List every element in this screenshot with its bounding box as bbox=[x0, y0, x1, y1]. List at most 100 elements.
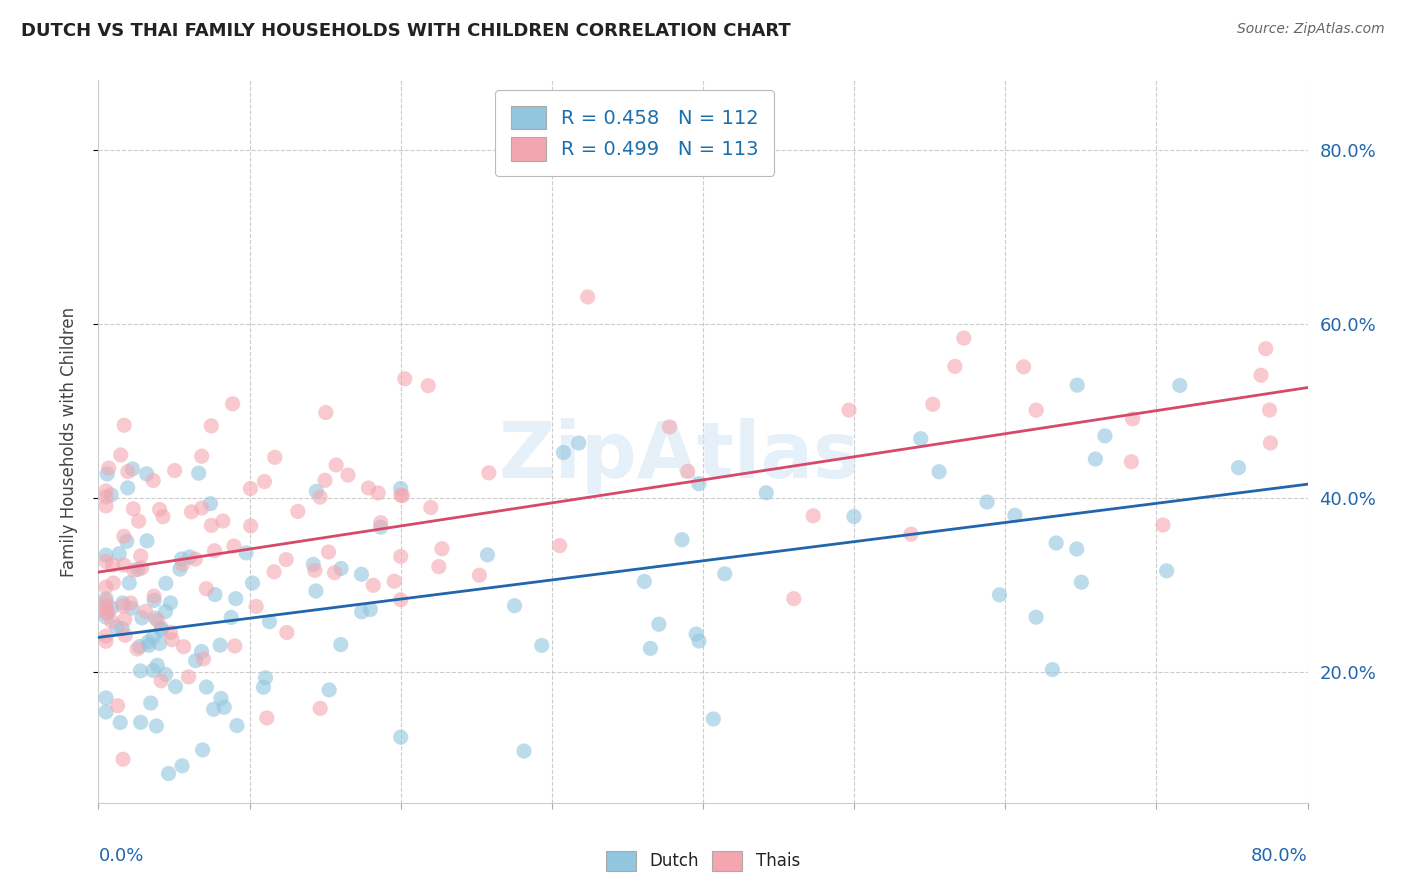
Point bbox=[94, 555, 117, 569]
Point bbox=[576, 290, 599, 304]
Point bbox=[309, 490, 332, 504]
Point bbox=[112, 752, 135, 766]
Point bbox=[94, 580, 117, 594]
Point bbox=[209, 638, 232, 652]
Point bbox=[468, 568, 491, 582]
Point bbox=[159, 596, 181, 610]
Point bbox=[122, 563, 145, 577]
Point bbox=[842, 509, 865, 524]
Point bbox=[165, 680, 187, 694]
Point bbox=[204, 543, 226, 558]
Point bbox=[1254, 342, 1277, 356]
Point bbox=[254, 671, 277, 685]
Point bbox=[1084, 452, 1107, 467]
Text: 0.0%: 0.0% bbox=[98, 847, 143, 865]
Point bbox=[676, 464, 699, 478]
Point bbox=[477, 548, 499, 562]
Point bbox=[108, 547, 131, 561]
Point bbox=[245, 599, 267, 614]
Point bbox=[783, 591, 806, 606]
Point bbox=[94, 548, 117, 562]
Point bbox=[179, 549, 201, 564]
Point bbox=[389, 488, 412, 502]
Point bbox=[1094, 429, 1116, 443]
Point bbox=[180, 505, 202, 519]
Point bbox=[94, 483, 117, 498]
Point bbox=[318, 545, 340, 559]
Legend: R = 0.458   N = 112, R = 0.499   N = 113: R = 0.458 N = 112, R = 0.499 N = 113 bbox=[495, 90, 775, 177]
Point bbox=[513, 744, 536, 758]
Point bbox=[1066, 541, 1088, 556]
Point bbox=[263, 565, 285, 579]
Point bbox=[160, 632, 183, 647]
Point bbox=[127, 562, 149, 576]
Point bbox=[235, 546, 257, 560]
Point bbox=[478, 466, 501, 480]
Legend: Dutch, Thais: Dutch, Thais bbox=[598, 842, 808, 880]
Text: DUTCH VS THAI FAMILY HOUSEHOLDS WITH CHILDREN CORRELATION CHART: DUTCH VS THAI FAMILY HOUSEHOLDS WITH CHI… bbox=[21, 22, 790, 40]
Point bbox=[1045, 536, 1067, 550]
Point bbox=[671, 533, 693, 547]
Text: Source: ZipAtlas.com: Source: ZipAtlas.com bbox=[1237, 22, 1385, 37]
Point bbox=[329, 638, 352, 652]
Point bbox=[553, 445, 575, 459]
Point bbox=[239, 519, 262, 533]
Point bbox=[150, 673, 173, 688]
Point bbox=[108, 715, 131, 730]
Point bbox=[94, 490, 117, 504]
Point bbox=[129, 664, 152, 678]
Point bbox=[361, 578, 384, 592]
Point bbox=[1012, 359, 1035, 374]
Point bbox=[107, 698, 129, 713]
Point bbox=[1025, 610, 1047, 624]
Point bbox=[1004, 508, 1026, 523]
Point bbox=[114, 612, 136, 626]
Point bbox=[157, 766, 180, 780]
Point bbox=[177, 670, 200, 684]
Point bbox=[136, 635, 159, 649]
Point bbox=[419, 500, 441, 515]
Point bbox=[548, 539, 571, 553]
Point bbox=[370, 516, 392, 530]
Point bbox=[221, 397, 243, 411]
Point bbox=[101, 615, 124, 629]
Point bbox=[225, 591, 247, 606]
Point bbox=[976, 495, 998, 509]
Point bbox=[94, 705, 117, 719]
Point bbox=[150, 621, 173, 635]
Point bbox=[1152, 518, 1174, 533]
Point bbox=[94, 601, 117, 615]
Point bbox=[121, 462, 143, 476]
Point bbox=[129, 715, 152, 730]
Point bbox=[94, 634, 117, 648]
Point bbox=[900, 527, 922, 541]
Point bbox=[1070, 575, 1092, 590]
Point bbox=[394, 372, 416, 386]
Point bbox=[1066, 378, 1088, 392]
Point bbox=[713, 566, 735, 581]
Point bbox=[239, 482, 262, 496]
Y-axis label: Family Households with Children: Family Households with Children bbox=[59, 307, 77, 576]
Point bbox=[276, 552, 298, 566]
Point bbox=[1168, 378, 1191, 392]
Point bbox=[155, 604, 177, 618]
Point bbox=[138, 638, 160, 652]
Point bbox=[640, 641, 662, 656]
Point bbox=[100, 488, 122, 502]
Point bbox=[142, 474, 165, 488]
Point bbox=[184, 654, 207, 668]
Point bbox=[1227, 460, 1250, 475]
Point bbox=[1250, 368, 1272, 383]
Point bbox=[146, 614, 169, 628]
Point bbox=[94, 599, 117, 613]
Point bbox=[97, 461, 120, 475]
Point bbox=[139, 696, 162, 710]
Point bbox=[136, 533, 159, 548]
Point bbox=[204, 588, 226, 602]
Point bbox=[117, 465, 139, 479]
Point bbox=[910, 432, 932, 446]
Point bbox=[315, 405, 337, 419]
Point bbox=[988, 588, 1011, 602]
Point bbox=[225, 718, 247, 732]
Point bbox=[685, 627, 707, 641]
